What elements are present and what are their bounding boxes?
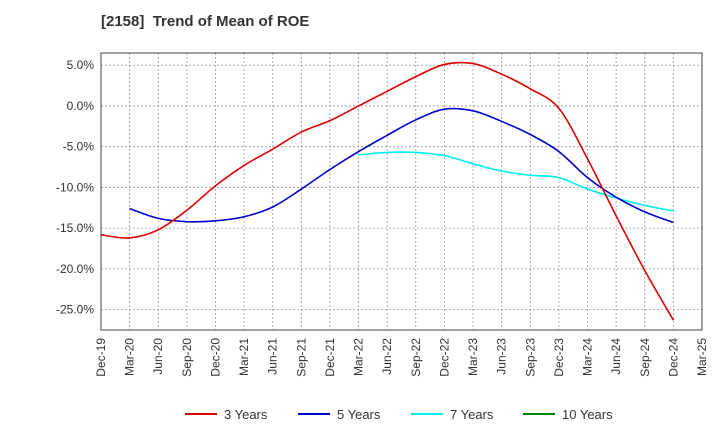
x-tick-label: Sep-20 xyxy=(180,338,194,377)
x-tick-label: Sep-22 xyxy=(409,338,423,377)
x-tick-label: Sep-23 xyxy=(523,338,537,377)
x-tick-label: Jun-24 xyxy=(609,338,623,375)
legend-label-10-years: 10 Years xyxy=(562,407,613,422)
plot-frame xyxy=(100,52,703,331)
y-tick-label: 5.0% xyxy=(67,58,95,72)
x-tick-label: Mar-22 xyxy=(352,338,366,376)
x-tick-label: Jun-21 xyxy=(266,338,280,375)
x-tick-label: Dec-21 xyxy=(323,338,337,377)
y-tick-label: -25.0% xyxy=(56,303,94,317)
x-tick-label: Dec-24 xyxy=(666,338,680,377)
chart-title: [2158] Trend of Mean of ROE xyxy=(101,13,310,30)
legend-label-5-years: 5 Years xyxy=(337,407,381,422)
x-tick-label: Jun-20 xyxy=(151,338,165,375)
x-tick-label: Mar-21 xyxy=(237,338,251,376)
y-tick-label: -5.0% xyxy=(63,140,95,154)
y-tick-label: -10.0% xyxy=(56,180,94,194)
x-tick-label: Mar-24 xyxy=(581,338,595,376)
x-tick-label: Dec-19 xyxy=(94,338,108,377)
axis-layer: 5.0% 0.0% -5.0% -10.0% -15.0% -20.0% -25.0% Dec… xyxy=(56,52,709,377)
legend-label-7-years: 7 Years xyxy=(450,407,494,422)
series-line-3-years xyxy=(100,61,675,321)
x-tick-label: Mar-20 xyxy=(123,338,137,376)
x-tick-label: Dec-20 xyxy=(208,338,222,377)
grid-layer xyxy=(101,53,702,330)
series-line-5-years xyxy=(129,107,674,224)
legend: 3 Years 5 Years 7 Years 10 Years xyxy=(185,407,613,422)
x-tick-label: Mar-23 xyxy=(466,338,480,376)
x-tick-label: Sep-24 xyxy=(638,338,652,377)
legend-label-3-years: 3 Years xyxy=(224,407,268,422)
series-layer xyxy=(100,61,675,321)
x-tick-label: Mar-25 xyxy=(695,338,709,376)
x-tick-label: Jun-23 xyxy=(495,338,509,375)
y-tick-label: 0.0% xyxy=(67,99,95,113)
x-tick-label: Dec-22 xyxy=(437,338,451,377)
x-tick-label: Dec-23 xyxy=(552,338,566,377)
y-tick-label: -15.0% xyxy=(56,221,94,235)
y-tick-label: -20.0% xyxy=(56,262,94,276)
x-tick-label: Jun-22 xyxy=(380,338,394,375)
x-tick-label: Sep-21 xyxy=(294,338,308,377)
